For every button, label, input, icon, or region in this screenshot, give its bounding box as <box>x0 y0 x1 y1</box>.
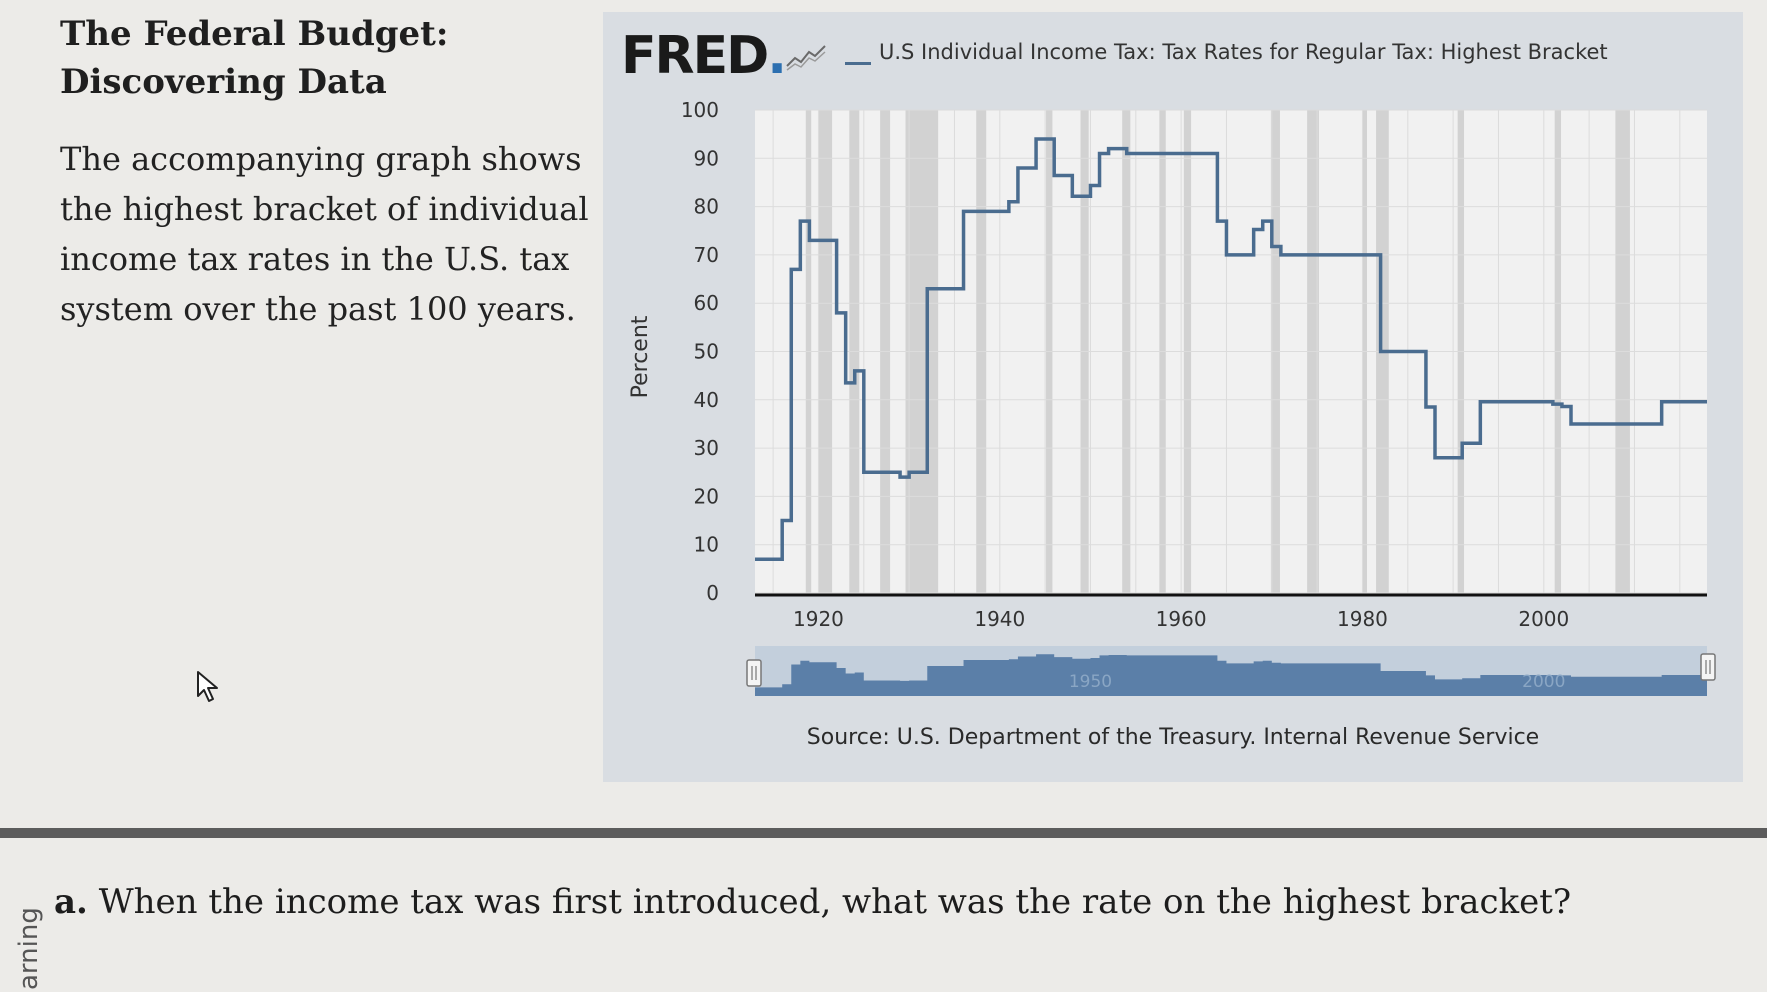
source-note: Source: U.S. Department of the Treasury.… <box>806 725 1540 750</box>
question-text: When the income tax was first introduced… <box>98 882 1572 922</box>
fred-chart-panel: FRED. U.S Individual Income Tax: Tax Rat… <box>603 12 1743 782</box>
y-tick-label: 100 <box>681 98 719 122</box>
problem-title: The Federal Budget: Discovering Data <box>60 14 449 102</box>
x-tick-label: 2000 <box>1518 607 1569 631</box>
y-tick-label: 10 <box>694 533 719 557</box>
y-axis-label: Percent <box>628 315 653 398</box>
y-tick-label: 0 <box>706 581 719 605</box>
side-tab-text: arning <box>14 907 44 990</box>
question-a: a. When the income tax was first introdu… <box>54 882 1571 922</box>
y-tick-label: 60 <box>694 291 719 315</box>
x-tick-label: 1940 <box>974 607 1025 631</box>
y-tick-label: 40 <box>694 388 719 412</box>
question-letter: a. <box>54 882 88 922</box>
y-ticks: 0 10 20 30 40 50 60 70 80 90 100 <box>681 98 719 605</box>
section-divider <box>0 828 1767 838</box>
navigator-label: 2000 <box>1522 672 1565 692</box>
grid <box>755 109 1707 594</box>
mouse-pointer-icon <box>197 671 218 702</box>
x-ticks: 1920 1940 1960 1980 2000 <box>793 607 1569 631</box>
navigator-labels: 1950 2000 <box>1069 672 1566 692</box>
range-handle-right[interactable] <box>1700 653 1716 681</box>
navigator-area <box>755 654 1707 696</box>
problem-panel: The Federal Budget: Discovering Data The… <box>60 10 600 334</box>
range-handle-left[interactable] <box>746 659 762 687</box>
x-tick-label: 1980 <box>1337 607 1388 631</box>
fred-chart-icon <box>786 45 826 71</box>
problem-description: The accompanying graph shows the highest… <box>60 140 589 328</box>
x-tick-label: 1920 <box>793 607 844 631</box>
navigator-label: 1950 <box>1069 672 1112 692</box>
y-tick-label: 70 <box>694 243 719 267</box>
y-tick-label: 30 <box>694 436 719 460</box>
y-tick-label: 90 <box>694 146 719 170</box>
y-tick-label: 50 <box>694 340 719 364</box>
legend-swatch <box>845 62 871 65</box>
y-tick-label: 80 <box>694 195 719 219</box>
x-tick-label: 1960 <box>1156 607 1207 631</box>
fred-logo: FRED. <box>621 26 787 86</box>
series-legend: U.S Individual Income Tax: Tax Rates for… <box>879 40 1608 64</box>
y-tick-label: 20 <box>694 484 719 508</box>
series-line <box>755 137 1707 561</box>
chart-plot: 0 10 20 30 40 50 60 70 80 90 100 1920 1940 1960 1980 2… <box>628 98 1716 696</box>
